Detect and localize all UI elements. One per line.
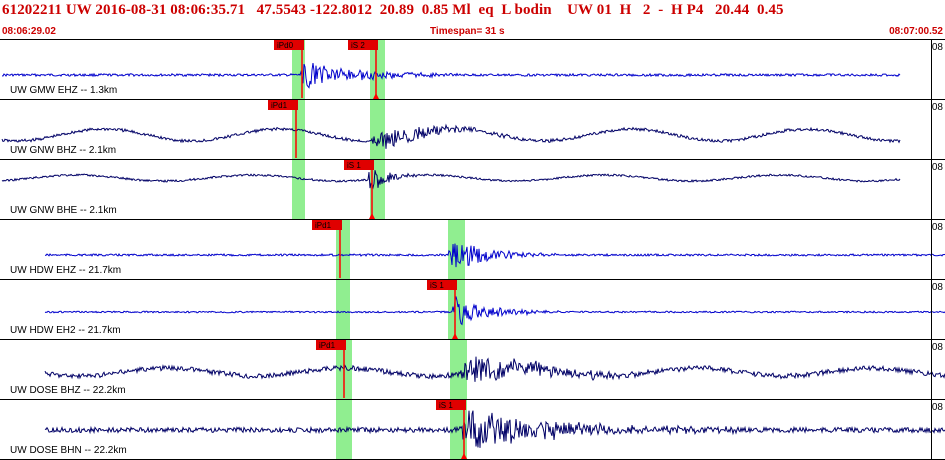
pick-marker-icon — [369, 213, 375, 219]
p-window — [336, 280, 350, 340]
scale-label: 08 — [931, 222, 943, 233]
p-pick-flag[interactable] — [312, 220, 342, 230]
p-pick-flag[interactable] — [316, 340, 346, 350]
waveform-trace — [44, 410, 945, 448]
panel-right-edge — [931, 40, 932, 99]
p-pick-label: iPd1 — [319, 341, 336, 350]
scale-label: 08 — [931, 402, 943, 413]
trace-panel[interactable]: UW GNW BHZ -- 2.1km 08 — [0, 100, 945, 160]
scale-label: 08 — [931, 102, 943, 113]
waveform-trace — [44, 356, 945, 382]
trace-panel[interactable]: UW HDW EH2 -- 21.7km 08 — [0, 280, 945, 340]
panel-right-edge — [931, 340, 932, 399]
panel-right-edge — [931, 100, 932, 159]
s-pick-label: iS 2 — [351, 41, 365, 50]
channel-label: UW HDW EHZ -- 21.7km — [10, 265, 122, 276]
s-window — [370, 40, 385, 100]
trace-panel[interactable]: UW DOSE BHN -- 22.2km 08 — [0, 400, 945, 460]
p-pick-flag[interactable] — [274, 40, 304, 50]
time-axis-bar: 08:06:29.02 Timespan= 31 s 08:07:00.52 — [0, 24, 945, 40]
waveform-trace — [44, 243, 945, 268]
panel-right-edge — [931, 280, 932, 339]
s-window — [370, 100, 385, 160]
waveform-trace — [1, 170, 901, 190]
p-pick-label: iPd0 — [277, 41, 294, 50]
p-pick-flag[interactable] — [268, 100, 298, 110]
waveform-trace — [44, 296, 945, 326]
panel-right-edge — [931, 220, 932, 279]
channel-label: UW GNW BHE -- 2.1km — [10, 205, 117, 216]
end-time: 08:07:00.52 — [889, 26, 943, 37]
s-pick-flag[interactable] — [427, 280, 457, 290]
start-time: 08:06:29.02 — [2, 26, 56, 37]
pick-marker-icon — [373, 93, 379, 99]
channel-label: UW GMW EHZ -- 1.3km — [10, 85, 118, 96]
timespan: Timespan= 31 s — [430, 26, 505, 37]
panel-right-edge — [931, 400, 932, 459]
p-pick-label: iPd1 — [315, 221, 332, 230]
trace-panel[interactable]: UW GMW EHZ -- 1.3km 08 — [0, 40, 945, 100]
scale-label: 08 — [931, 282, 943, 293]
trace-panel[interactable]: UW DOSE BHZ -- 22.2km 08 — [0, 340, 945, 400]
p-pick-label: iPd1 — [271, 101, 288, 110]
event-summary-title: 61202211 UW 2016-08-31 08:06:35.71 47.55… — [2, 2, 784, 18]
s-pick-label: iS 1 — [347, 161, 361, 170]
channel-label: UW HDW EH2 -- 21.7km — [10, 325, 121, 336]
s-window — [370, 160, 385, 220]
header-divider — [0, 39, 945, 40]
panel-right-edge — [931, 160, 932, 219]
pick-marker-icon — [452, 333, 458, 339]
scale-label: 08 — [931, 42, 943, 53]
trace-panel[interactable]: UW GNW BHE -- 2.1km 08 — [0, 160, 945, 220]
s-pick-label: iS 1 — [430, 281, 444, 290]
scale-label: 08 — [931, 342, 943, 353]
channel-label: UW GNW BHZ -- 2.1km — [10, 145, 117, 156]
s-window — [450, 340, 467, 400]
waveform-trace — [1, 123, 901, 149]
trace-panel[interactable]: UW HDW EHZ -- 21.7km 08 — [0, 220, 945, 280]
p-window — [292, 160, 305, 220]
s-pick-flag[interactable] — [436, 400, 466, 410]
s-pick-flag[interactable] — [344, 160, 374, 170]
header-bar: 61202211 UW 2016-08-31 08:06:35.71 47.55… — [0, 0, 945, 40]
s-pick-label: iS 1 — [439, 401, 453, 410]
seismogram-area[interactable]: iPd0 iS 2 iPd1 iS 1 iPd1 iS 1 iPd1 iS 1 — [0, 40, 945, 460]
s-window — [448, 280, 465, 340]
s-pick-flag[interactable] — [348, 40, 378, 50]
channel-label: UW DOSE BHN -- 22.2km — [10, 445, 127, 456]
scale-label: 08 — [931, 162, 943, 173]
pick-marker-icon — [461, 453, 467, 459]
channel-label: UW DOSE BHZ -- 22.2km — [10, 385, 126, 396]
waveform-trace — [1, 63, 901, 89]
